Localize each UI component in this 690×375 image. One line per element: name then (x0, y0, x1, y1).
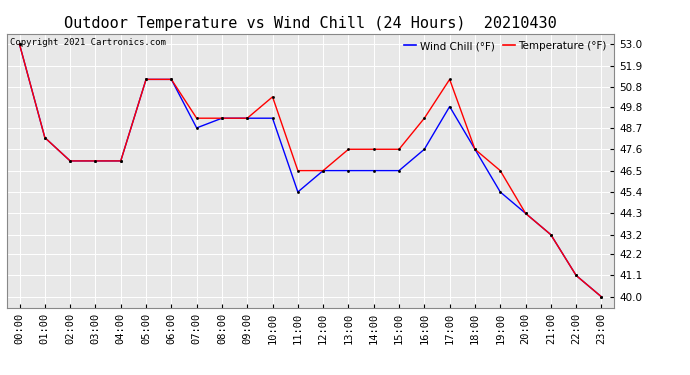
Text: Copyright 2021 Cartronics.com: Copyright 2021 Cartronics.com (10, 38, 166, 47)
Legend: Wind Chill (°F), Temperature (°F): Wind Chill (°F), Temperature (°F) (402, 39, 609, 53)
Title: Outdoor Temperature vs Wind Chill (24 Hours)  20210430: Outdoor Temperature vs Wind Chill (24 Ho… (64, 16, 557, 31)
